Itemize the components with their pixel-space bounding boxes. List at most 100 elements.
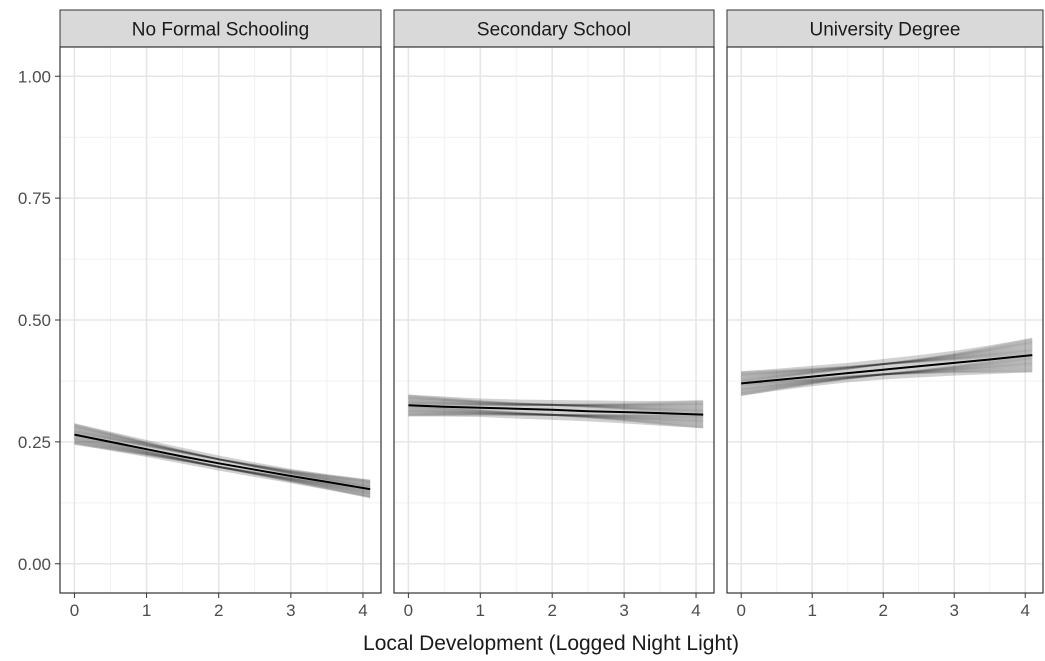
simulation-draw-line (74, 433, 371, 498)
facet-panel-2: Secondary School 0 1 2 3 4 (393, 9, 715, 620)
simulation-draw-line (408, 396, 704, 412)
simulation-draw-line (408, 401, 704, 407)
simulation-draw-line (408, 406, 704, 427)
simulation-draw-line (741, 370, 1033, 386)
simulation-draw-line (741, 341, 1033, 382)
simulation-draw-line (74, 442, 371, 491)
x-tick-label: 1 (476, 601, 485, 620)
simulation-draw-line (741, 340, 1033, 382)
simulation-draw-line (408, 410, 704, 422)
simulation-draw-line (741, 361, 1033, 392)
x-tick-label: 0 (70, 601, 79, 620)
simulation-draw-line (74, 422, 371, 490)
simulation-draw-line (408, 411, 704, 421)
simulation-draw-line (408, 395, 704, 414)
simulation-draw-line (741, 359, 1033, 393)
panel-border (393, 46, 715, 594)
simulation-draw-line (74, 425, 371, 488)
simulation-draw-line (408, 412, 704, 419)
simulation-draw-line (408, 400, 704, 407)
simulation-draw-line (741, 338, 1033, 384)
x-tick-label: 4 (358, 601, 367, 620)
simulation-draw-line (408, 401, 704, 407)
simulation-draw-line (74, 432, 371, 481)
simulation-draw-line (408, 397, 704, 410)
simulation-draw-line (741, 339, 1033, 383)
simulation-draw-line (741, 363, 1033, 390)
simulation-draw-line (74, 438, 371, 495)
simulation-draw-line (74, 437, 371, 495)
y-tick-label: 0.50 (18, 311, 51, 330)
simulation-draw-line (74, 435, 371, 497)
simulation-draw-line (408, 394, 704, 414)
simulation-draw-line (408, 406, 704, 427)
simulation-draw-line (74, 441, 371, 492)
simulation-draw-line (74, 440, 371, 493)
uncertainty-band (741, 338, 1033, 396)
simulation-draw-line (74, 429, 371, 484)
simulation-draw-line (74, 426, 371, 487)
simulation-draw-line (408, 396, 704, 413)
simulation-draw-line (408, 404, 704, 429)
simulation-draw-line (74, 430, 371, 484)
x-tick-label: 3 (286, 601, 295, 620)
simulation-draw-line (74, 438, 371, 495)
simulation-draw-line (74, 425, 371, 488)
simulation-draw-line (408, 408, 704, 424)
x-tick-label: 0 (404, 601, 413, 620)
simulation-draw-line (74, 441, 371, 492)
x-tick-label: 2 (547, 601, 556, 620)
simulation-draw-line (741, 357, 1033, 395)
simulation-draw-line (74, 441, 371, 492)
uncertainty-band (408, 394, 704, 429)
panel-border (726, 46, 1044, 594)
simulation-draw-line (408, 413, 704, 417)
simulation-draw-line (741, 346, 1033, 378)
simulation-draw-line (74, 443, 371, 491)
simulation-draw-line (74, 439, 371, 494)
simulation-draw-line (74, 428, 371, 485)
simulation-draw-line (408, 413, 704, 417)
simulation-draw-line (408, 402, 704, 406)
simulation-draw-line (74, 427, 371, 486)
simulation-draw-line (408, 399, 704, 408)
simulation-draw-line (741, 362, 1033, 391)
simulation-draw-line (408, 398, 704, 410)
x-tick-label: 0 (736, 601, 745, 620)
simulation-draw-line (74, 430, 371, 483)
y-tick-label: 0.00 (18, 555, 51, 574)
simulation-draw-line (74, 425, 371, 487)
simulation-draw-line (741, 358, 1033, 394)
x-axis-title: Local Development (Logged Night Light) (363, 632, 739, 655)
simulation-draw-line (408, 399, 704, 407)
facet-strip-label: University Degree (810, 20, 961, 41)
simulation-draw-line (741, 350, 1033, 375)
simulation-draw-line (741, 360, 1033, 393)
x-tick-label: 3 (619, 601, 628, 620)
x-tick-label: 4 (1021, 601, 1030, 620)
facet-strip (59, 9, 382, 48)
simulation-draw-line (741, 349, 1033, 376)
simulation-draw-line (74, 433, 371, 499)
simulation-draw-line (741, 337, 1033, 385)
simulation-draw-line (741, 355, 1033, 396)
facet-strip-label: Secondary School (477, 20, 631, 41)
simulation-draw-line (408, 397, 704, 411)
facet-strip (726, 9, 1044, 48)
x-tick-label: 2 (878, 601, 887, 620)
panel-border (59, 46, 382, 594)
simulation-draw-line (741, 366, 1033, 388)
simulation-draw-line (408, 410, 704, 422)
simulation-draw-line (741, 367, 1033, 387)
simulation-draw-line (74, 434, 371, 498)
simulation-draw-line (741, 348, 1033, 377)
simulation-draw-line (741, 354, 1033, 397)
simulation-draw-line (408, 401, 704, 407)
simulation-draw-line (741, 349, 1033, 376)
facet-panel-3: University Degree 0 1 2 3 4 (726, 9, 1044, 620)
x-tick-label: 3 (950, 601, 959, 620)
simulation-draw-line (741, 341, 1033, 382)
simulation-draw-line (74, 427, 371, 486)
simulation-draw-line (74, 436, 371, 496)
simulation-draw-line (408, 399, 704, 409)
